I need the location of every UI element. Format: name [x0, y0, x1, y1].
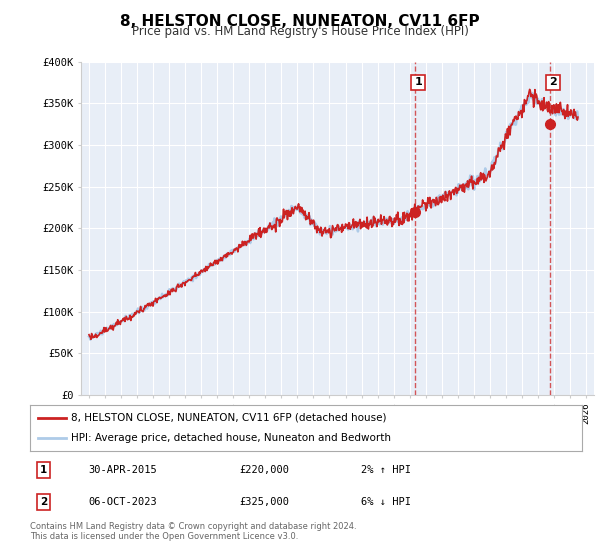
- Text: This data is licensed under the Open Government Licence v3.0.: This data is licensed under the Open Gov…: [30, 532, 298, 541]
- Text: £325,000: £325,000: [240, 497, 290, 507]
- Text: 2% ↑ HPI: 2% ↑ HPI: [361, 465, 411, 475]
- Text: 1: 1: [40, 465, 47, 475]
- Text: 8, HELSTON CLOSE, NUNEATON, CV11 6FP (detached house): 8, HELSTON CLOSE, NUNEATON, CV11 6FP (de…: [71, 413, 387, 423]
- Text: 1: 1: [414, 77, 422, 87]
- Text: Contains HM Land Registry data © Crown copyright and database right 2024.: Contains HM Land Registry data © Crown c…: [30, 522, 356, 531]
- Text: 2: 2: [549, 77, 557, 87]
- Text: HPI: Average price, detached house, Nuneaton and Bedworth: HPI: Average price, detached house, Nune…: [71, 433, 391, 443]
- Text: 30-APR-2015: 30-APR-2015: [88, 465, 157, 475]
- Text: 2: 2: [40, 497, 47, 507]
- Text: 8, HELSTON CLOSE, NUNEATON, CV11 6FP: 8, HELSTON CLOSE, NUNEATON, CV11 6FP: [120, 14, 480, 29]
- Text: 6% ↓ HPI: 6% ↓ HPI: [361, 497, 411, 507]
- Text: £220,000: £220,000: [240, 465, 290, 475]
- Text: Price paid vs. HM Land Registry's House Price Index (HPI): Price paid vs. HM Land Registry's House …: [131, 25, 469, 38]
- Text: 06-OCT-2023: 06-OCT-2023: [88, 497, 157, 507]
